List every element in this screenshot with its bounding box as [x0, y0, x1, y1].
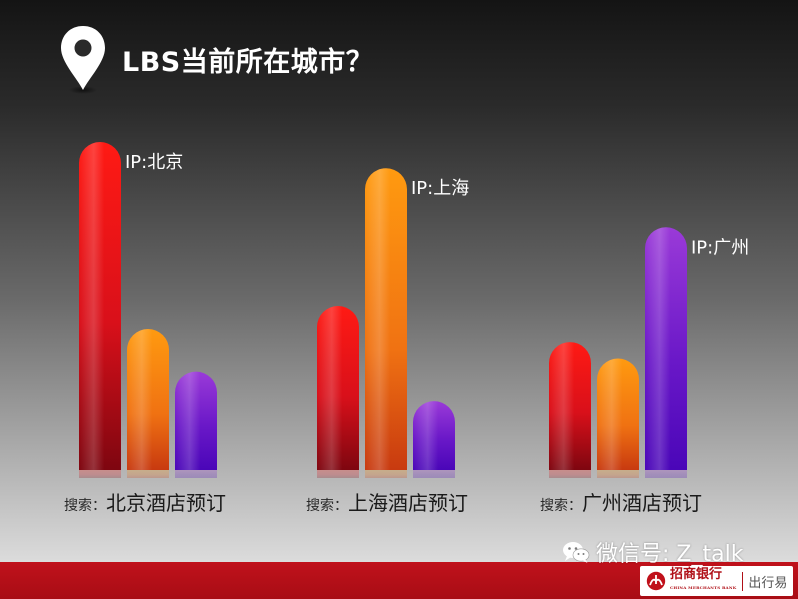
wechat-icon	[563, 542, 590, 563]
bar-highlight	[549, 342, 591, 470]
bank-name: 招商银行	[670, 567, 723, 582]
cmb-logo	[646, 571, 666, 591]
bar-highlight	[365, 168, 407, 471]
bar-reflection	[175, 470, 217, 478]
group-label-3: 搜索：广州酒店预订	[540, 487, 702, 516]
bar-highlight	[79, 142, 121, 470]
search-query: 上海酒店预订	[348, 491, 468, 515]
page-title: LBS当前所在城市？	[122, 47, 374, 78]
ip-label-3: IP:广州	[691, 237, 749, 258]
search-prefix: 搜索：	[540, 498, 582, 514]
bar-reflection	[549, 470, 591, 478]
wechat-text: 微信号: Z_talk	[596, 542, 744, 567]
wechat-id: 微信号: Z_talk	[562, 536, 743, 568]
search-query: 广州酒店预订	[582, 491, 702, 515]
bank-badge: 招商银行 CHINA MERCHANTS BANK 出行易	[640, 566, 794, 596]
bar-reflection	[413, 470, 455, 478]
bar-reflection	[127, 470, 169, 478]
group-label-2: 搜索：上海酒店预订	[306, 487, 468, 516]
search-prefix: 搜索：	[306, 498, 348, 514]
ip-label-2: IP:上海	[411, 178, 469, 199]
search-query: 北京酒店预订	[106, 491, 226, 515]
bar-chart: IP:北京 IP:上海 IP:广州	[79, 142, 749, 478]
bar-highlight	[127, 328, 169, 470]
bank-name-en: CHINA MERCHANTS BANK	[670, 585, 737, 590]
group-label-1: 搜索：北京酒店预订	[64, 487, 226, 516]
bar-highlight	[175, 371, 217, 470]
bar-reflection	[79, 470, 121, 478]
bar-reflection	[597, 470, 639, 478]
bar-highlight	[597, 358, 639, 470]
bar-highlight	[645, 227, 687, 470]
bank-sub-brand: 出行易	[742, 571, 787, 591]
bar-highlight	[317, 306, 359, 470]
bar-reflection	[317, 470, 359, 478]
location-pin-icon	[61, 26, 105, 94]
bar-reflection	[645, 470, 687, 478]
search-prefix: 搜索：	[64, 498, 106, 514]
bar-highlight	[413, 401, 455, 470]
bar-reflection	[365, 470, 407, 478]
ip-label-1: IP:北京	[125, 152, 183, 173]
